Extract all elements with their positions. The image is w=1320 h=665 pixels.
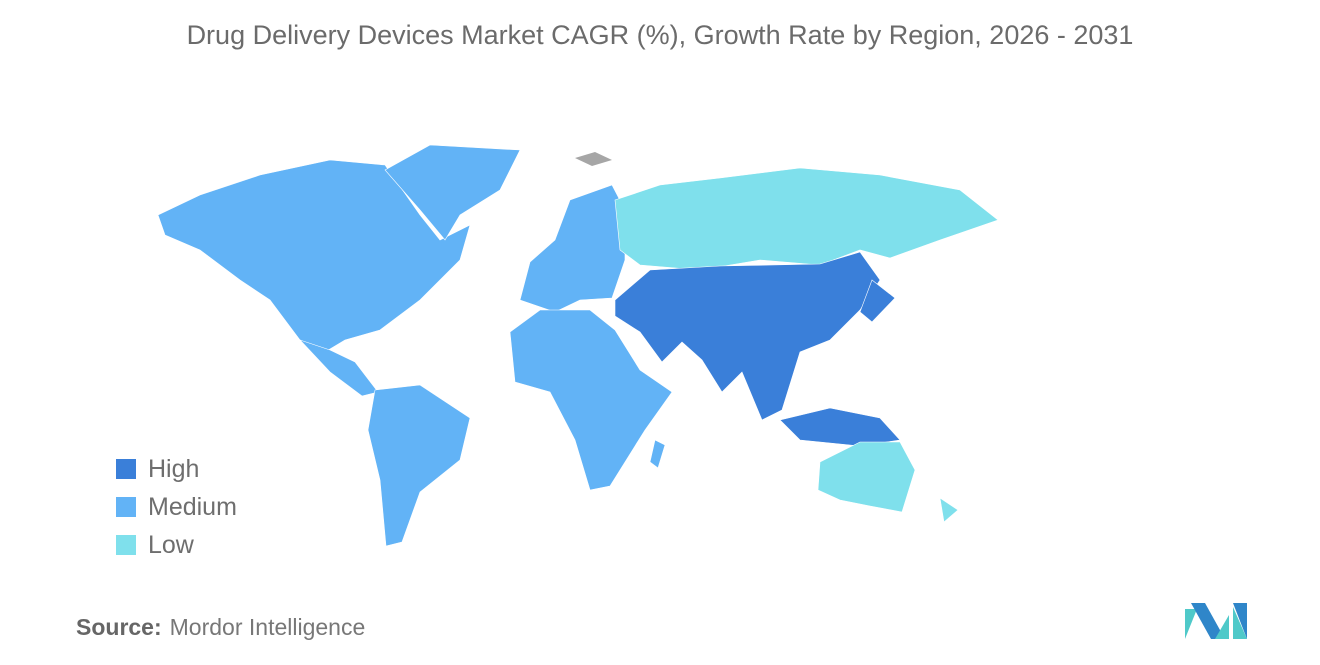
legend-swatch-low [116, 535, 136, 555]
region-southeast-asia [779, 407, 901, 447]
region-australia [817, 441, 916, 513]
legend-swatch-medium [116, 497, 136, 517]
source-note: Source: Mordor Intelligence [76, 614, 365, 641]
region-africa [509, 309, 673, 491]
region-japan [859, 279, 896, 323]
mordor-logo-icon [1185, 603, 1247, 639]
region-south-america [367, 384, 471, 547]
legend-label-high: High [148, 454, 200, 483]
legend-label-medium: Medium [148, 492, 237, 521]
legend-label-low: Low [148, 530, 194, 559]
region-greenland [384, 144, 521, 241]
legend-item-high: High [116, 450, 237, 488]
region-russia [614, 167, 999, 271]
region-new-zealand [939, 497, 959, 523]
legend: High Medium Low [116, 450, 237, 564]
region-madagascar [649, 439, 666, 469]
region-central-america [299, 339, 379, 397]
region-asia-middle-east [614, 251, 881, 421]
legend-swatch-high [116, 459, 136, 479]
legend-item-medium: Medium [116, 488, 237, 526]
region-europe [519, 184, 626, 313]
region-svalbard-no-data [575, 152, 612, 166]
legend-item-low: Low [116, 526, 237, 564]
source-value: Mordor Intelligence [169, 614, 366, 640]
region-north-america [157, 159, 471, 356]
chart-title: Drug Delivery Devices Market CAGR (%), G… [186, 20, 1134, 50]
source-label: Source: [76, 614, 162, 640]
